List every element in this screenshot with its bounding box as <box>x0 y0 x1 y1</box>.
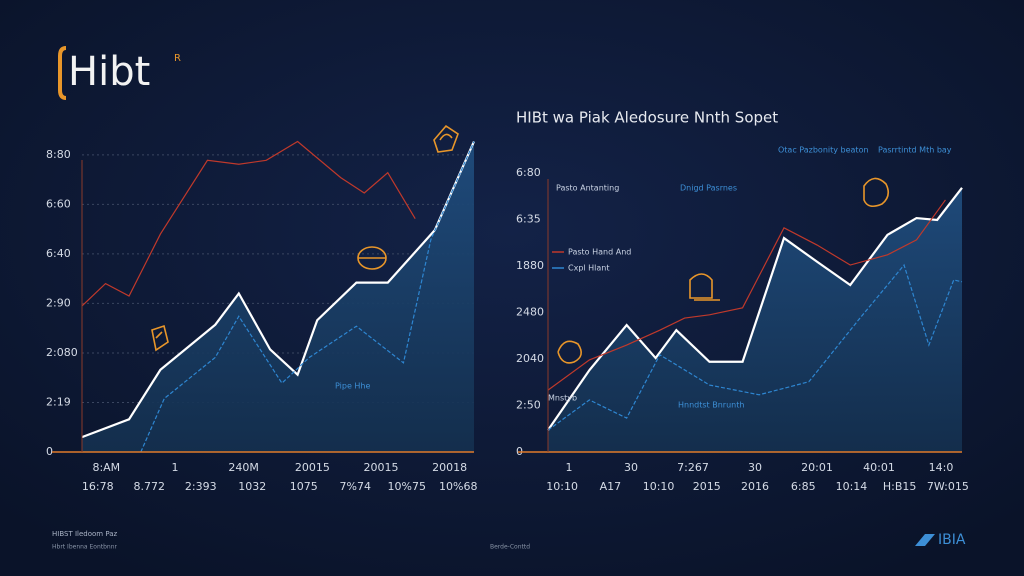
logo-mark: R <box>174 53 181 64</box>
y-tick-label: 2480 <box>516 305 544 318</box>
x-tick-label: 10:10 <box>643 480 675 493</box>
x-tick-label: 1 <box>172 461 179 474</box>
x-tick-label: 10:10 <box>546 480 578 493</box>
x-tick-label: 1032 <box>238 480 266 493</box>
logo-bracket <box>58 46 67 100</box>
x-tick-label: A17 <box>600 480 622 493</box>
x-tick-label: 2015 <box>693 480 721 493</box>
annotation: Hnndtst Bnrunth <box>678 401 744 410</box>
x-tick-label: 7W:015 <box>927 480 969 493</box>
logo: Hibt <box>68 49 150 95</box>
annotation: Pasrrtintd Mth bay <box>878 146 952 155</box>
footer-text: Berde-Conttd <box>490 544 530 551</box>
x-tick-label: 10%68 <box>439 480 477 493</box>
x-tick-label: 20015 <box>364 461 399 474</box>
x-tick-label: 2016 <box>741 480 769 493</box>
x-tick-label: 14:0 <box>929 461 954 474</box>
x-tick-label: 10:14 <box>836 480 868 493</box>
x-tick-label: 10%75 <box>388 480 426 493</box>
legend-label: Cxpl Hlant <box>568 264 610 273</box>
area <box>548 187 962 453</box>
y-tick-label: 6:60 <box>46 197 71 210</box>
annotation: Pasto Antanting <box>556 184 619 193</box>
line <box>547 199 946 391</box>
chart-title: HIBt wa Piak Aledosure Nnth Sopet <box>516 109 778 127</box>
x-tick-label: 8.772 <box>134 480 166 493</box>
x-tick-label: 16:78 <box>82 480 114 493</box>
x-tick-label: 20018 <box>432 461 467 474</box>
x-tick-label: 30 <box>624 461 638 474</box>
brand: IBIA <box>938 532 966 548</box>
x-tick-label: 2:393 <box>185 480 217 493</box>
y-tick-label: 2:90 <box>46 296 71 309</box>
x-tick-label: 1 <box>566 461 573 474</box>
icons <box>151 124 890 364</box>
x-tick-label: 8:AM <box>92 461 120 474</box>
legend-label: Pasto Hand And <box>568 248 631 257</box>
x-tick-label: 1075 <box>290 480 318 493</box>
footer-text: Hbrt Ibenna Eontbnnr <box>52 544 118 551</box>
annotation: Mnstyb <box>548 394 577 403</box>
y-tick-label: 6:80 <box>516 166 541 179</box>
x-tick-label: 30 <box>748 461 762 474</box>
y-tick-label: 2040 <box>516 352 544 365</box>
annotation: Pipe Hhe <box>335 382 371 391</box>
x-tick-label: 240M <box>228 461 259 474</box>
y-tick-label: 6:40 <box>46 247 71 260</box>
x-tick-label: 7:267 <box>677 461 709 474</box>
y-tick-label: 0 <box>46 445 53 458</box>
y-tick-label: 2:080 <box>46 346 78 359</box>
x-tick-label: 7%74 <box>340 480 371 493</box>
y-tick-label: 6:35 <box>516 212 541 225</box>
x-tick-label: 40:01 <box>863 461 895 474</box>
area <box>82 141 474 452</box>
x-tick-label: 20015 <box>295 461 330 474</box>
brand-icon <box>915 534 935 546</box>
y-tick-label: 2:19 <box>46 395 71 408</box>
x-tick-label: H:B15 <box>883 480 917 493</box>
line <box>547 263 963 431</box>
annotation: Dnigd Pasrnes <box>680 184 737 193</box>
footer-text: HIBST Iledoom Paz <box>52 530 118 538</box>
y-tick-label: 8:80 <box>46 148 71 161</box>
line <box>81 141 476 439</box>
line <box>81 140 416 307</box>
line <box>140 141 475 453</box>
y-tick-label: 1880 <box>516 259 544 272</box>
x-tick-label: 20:01 <box>801 461 833 474</box>
x-tick-label: 6:85 <box>791 480 816 493</box>
line <box>547 187 963 431</box>
annotation: Otac Pazbonity beaton <box>778 146 869 155</box>
y-tick-label: 2:50 <box>516 398 541 411</box>
